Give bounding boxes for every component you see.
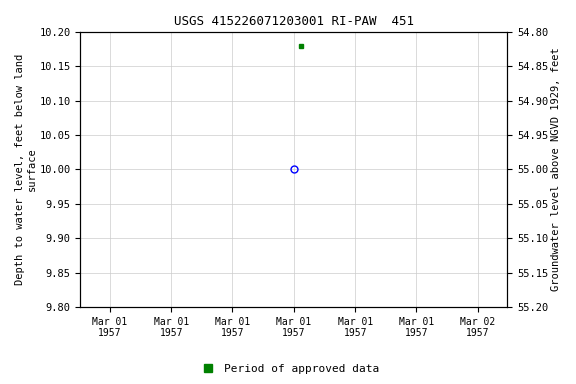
Y-axis label: Groundwater level above NGVD 1929, feet: Groundwater level above NGVD 1929, feet [551, 48, 561, 291]
Y-axis label: Depth to water level, feet below land
surface: Depth to water level, feet below land su… [15, 54, 37, 285]
Title: USGS 415226071203001 RI-PAW  451: USGS 415226071203001 RI-PAW 451 [174, 15, 414, 28]
Legend: Period of approved data: Period of approved data [192, 359, 384, 379]
